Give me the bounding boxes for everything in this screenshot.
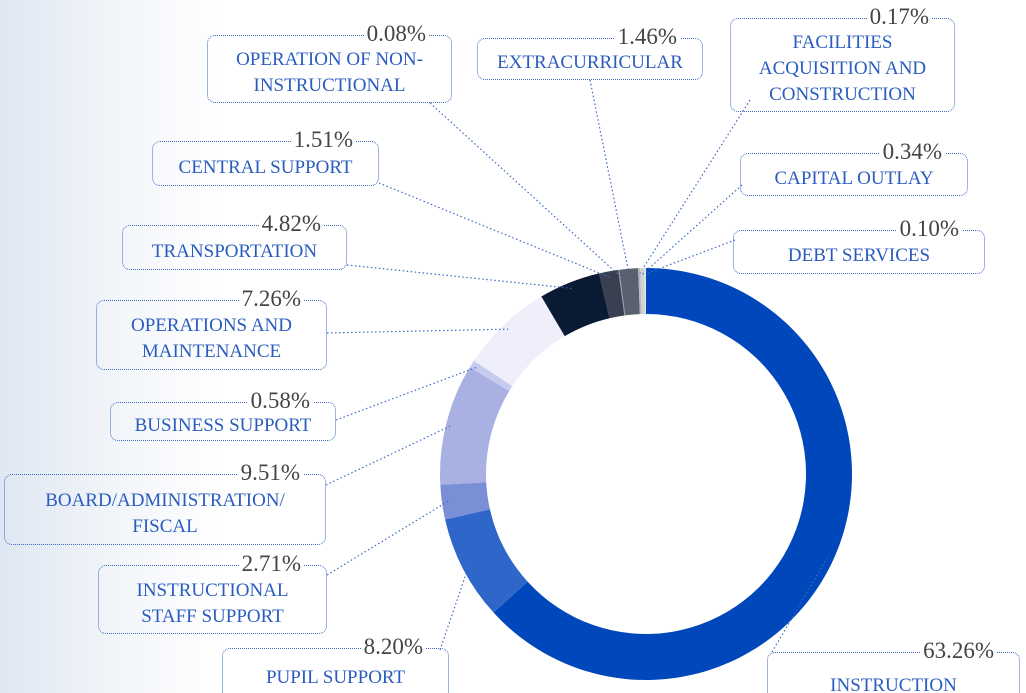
leader-line	[378, 182, 610, 278]
label-box: OPERATION OF NON-INSTRUCTIONAL 0.08%	[207, 21, 452, 103]
category-label: OPERATIONS AND MAINTENANCE	[131, 315, 292, 362]
value-label: 2.71%	[238, 551, 304, 577]
value-label: 63.26%	[920, 638, 997, 664]
donut-slice	[445, 509, 528, 613]
donut-slice	[493, 268, 853, 681]
category-label: CAPITAL OUTLAY	[774, 167, 934, 189]
donut-slice	[638, 268, 642, 315]
category-label: BUSINESS SUPPORT	[134, 414, 312, 436]
label-box: FACILITIES ACQUISITION AND CONSTRUCTION 0…	[730, 4, 955, 112]
donut-slice	[469, 360, 513, 392]
donut-slice	[541, 273, 610, 337]
leader-line	[429, 102, 620, 277]
value-label: 0.08%	[363, 21, 429, 47]
value-label: 8.20%	[360, 634, 426, 660]
leader-line	[642, 184, 743, 275]
category-label: EXTRACURRICULAR	[497, 52, 683, 73]
category-label: DEBT SERVICES	[787, 245, 931, 266]
donut-slice	[640, 268, 645, 315]
donut-slice	[440, 482, 490, 520]
label-box: BUSINESS SUPPORT 0.58%	[110, 388, 336, 441]
leader-line	[326, 500, 449, 576]
category-label: OPERATION OF NON-INSTRUCTIONAL	[236, 49, 423, 96]
donut-slice	[440, 367, 510, 485]
leader-line	[771, 554, 830, 653]
label-box: OPERATIONS AND MAINTENANCE 7.26%	[96, 286, 327, 370]
value-label: 9.51%	[237, 460, 303, 486]
leader-line	[439, 566, 470, 651]
value-label: 0.17%	[866, 4, 932, 30]
label-box: INSTRUCTION 63.26%	[767, 638, 1020, 693]
value-label: 7.26%	[238, 286, 304, 312]
category-label: INSTRUCTION	[830, 675, 957, 693]
category-label: PUPIL SUPPORT	[265, 667, 406, 688]
category-label: CENTRAL SUPPORT	[178, 156, 353, 178]
leader-line	[326, 328, 509, 334]
value-label: 1.51%	[290, 127, 356, 153]
leader-line	[325, 424, 453, 486]
leader-line	[335, 366, 478, 421]
donut-slice	[619, 268, 640, 316]
label-box: TRANSPORTATION 4.82%	[122, 211, 347, 270]
donut-slice	[473, 296, 565, 387]
category-label: INSTRUCTIONAL STAFF SUPPORT	[136, 579, 289, 627]
value-label: 0.34%	[879, 139, 945, 165]
value-label: 0.58%	[247, 388, 313, 414]
label-box: CAPITAL OUTLAY 0.34%	[740, 139, 968, 196]
donut-slice	[618, 269, 626, 316]
donut-slice	[644, 268, 646, 315]
leader-line	[589, 79, 630, 275]
label-box: DEBT SERVICES 0.10%	[733, 216, 985, 274]
label-box: PUPIL SUPPORT 8.20%	[222, 634, 449, 693]
value-label: 0.10%	[896, 216, 962, 242]
label-box: BOARD/ADMINISTRATION/ FISCAL 9.51%	[4, 460, 326, 545]
leader-line	[346, 264, 572, 289]
value-label: 4.82%	[258, 211, 324, 237]
category-label: FACILITIES ACQUISITION AND CONSTRUCTION	[758, 32, 927, 105]
category-label: TRANSPORTATION	[151, 240, 318, 262]
label-box: EXTRACURRICULAR 1.46%	[477, 24, 703, 80]
leader-line	[645, 239, 736, 275]
label-box: INSTRUCTIONAL STAFF SUPPORT 2.71%	[98, 551, 327, 634]
label-box: CENTRAL SUPPORT 1.51%	[152, 127, 379, 186]
donut-slice	[599, 269, 625, 319]
value-label: 1.46%	[614, 24, 680, 50]
category-label: BOARD/ADMINISTRATION/ FISCAL	[45, 489, 285, 537]
